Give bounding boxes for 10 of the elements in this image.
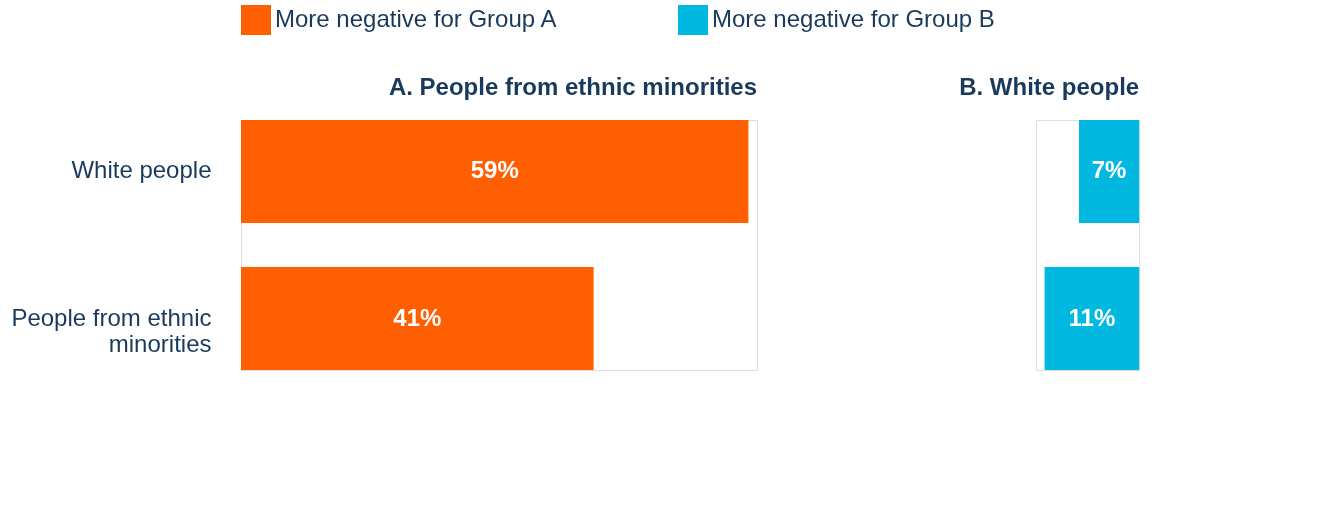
chart-title: A. People from ethnic minorities: [388, 73, 757, 100]
data-label: 7%: [1091, 156, 1127, 184]
chart-title: B. White people: [959, 73, 1140, 100]
data-label: 59%: [470, 156, 519, 184]
y-tick-label: People from ethnic minorities: [11, 303, 212, 357]
legend-label: More negative for Group A: [275, 5, 557, 32]
data-label: 11%: [1068, 303, 1116, 331]
y-tick-label: White people: [71, 156, 212, 184]
data-label: 41%: [393, 303, 442, 331]
legend-label: More negative for Group B: [712, 5, 995, 32]
